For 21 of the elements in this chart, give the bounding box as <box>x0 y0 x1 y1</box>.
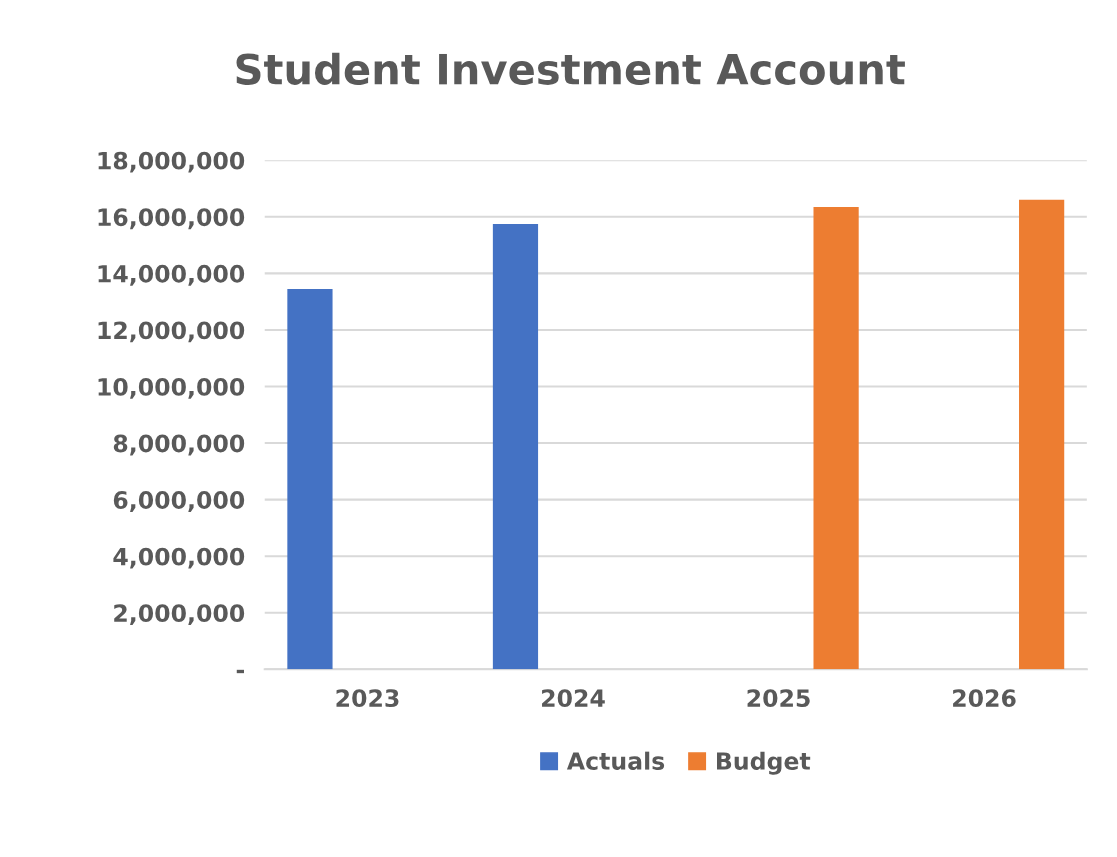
y-tick-label: 16,000,000 <box>98 208 245 230</box>
bar <box>492 223 539 670</box>
chart-title: Student Investment Account <box>236 52 905 85</box>
y-tick-label: 14,000,000 <box>98 264 245 286</box>
bar <box>287 288 333 670</box>
bar <box>813 206 859 670</box>
y-tick-label: 4,000,000 <box>113 547 245 569</box>
x-tick-label: 2025 <box>747 689 810 708</box>
bar <box>1019 199 1065 670</box>
y-tick-label: 6,000,000 <box>113 491 245 512</box>
y-tick-label: 12,000,000 <box>98 321 245 343</box>
y-tick-label: 10,000,000 <box>98 377 245 399</box>
x-tick-label: 2024 <box>542 689 605 708</box>
x-tick-label: 2026 <box>953 689 1016 708</box>
y-tick-label: 18,000,000 <box>98 151 245 173</box>
x-tick-label: 2023 <box>336 689 399 708</box>
legend-label: Actuals <box>566 751 665 770</box>
y-tick-label: - <box>236 669 244 674</box>
y-tick-label: 8,000,000 <box>113 434 245 456</box>
y-tick-label: 2,000,000 <box>114 604 245 626</box>
legend-label: Budget <box>717 751 811 775</box>
